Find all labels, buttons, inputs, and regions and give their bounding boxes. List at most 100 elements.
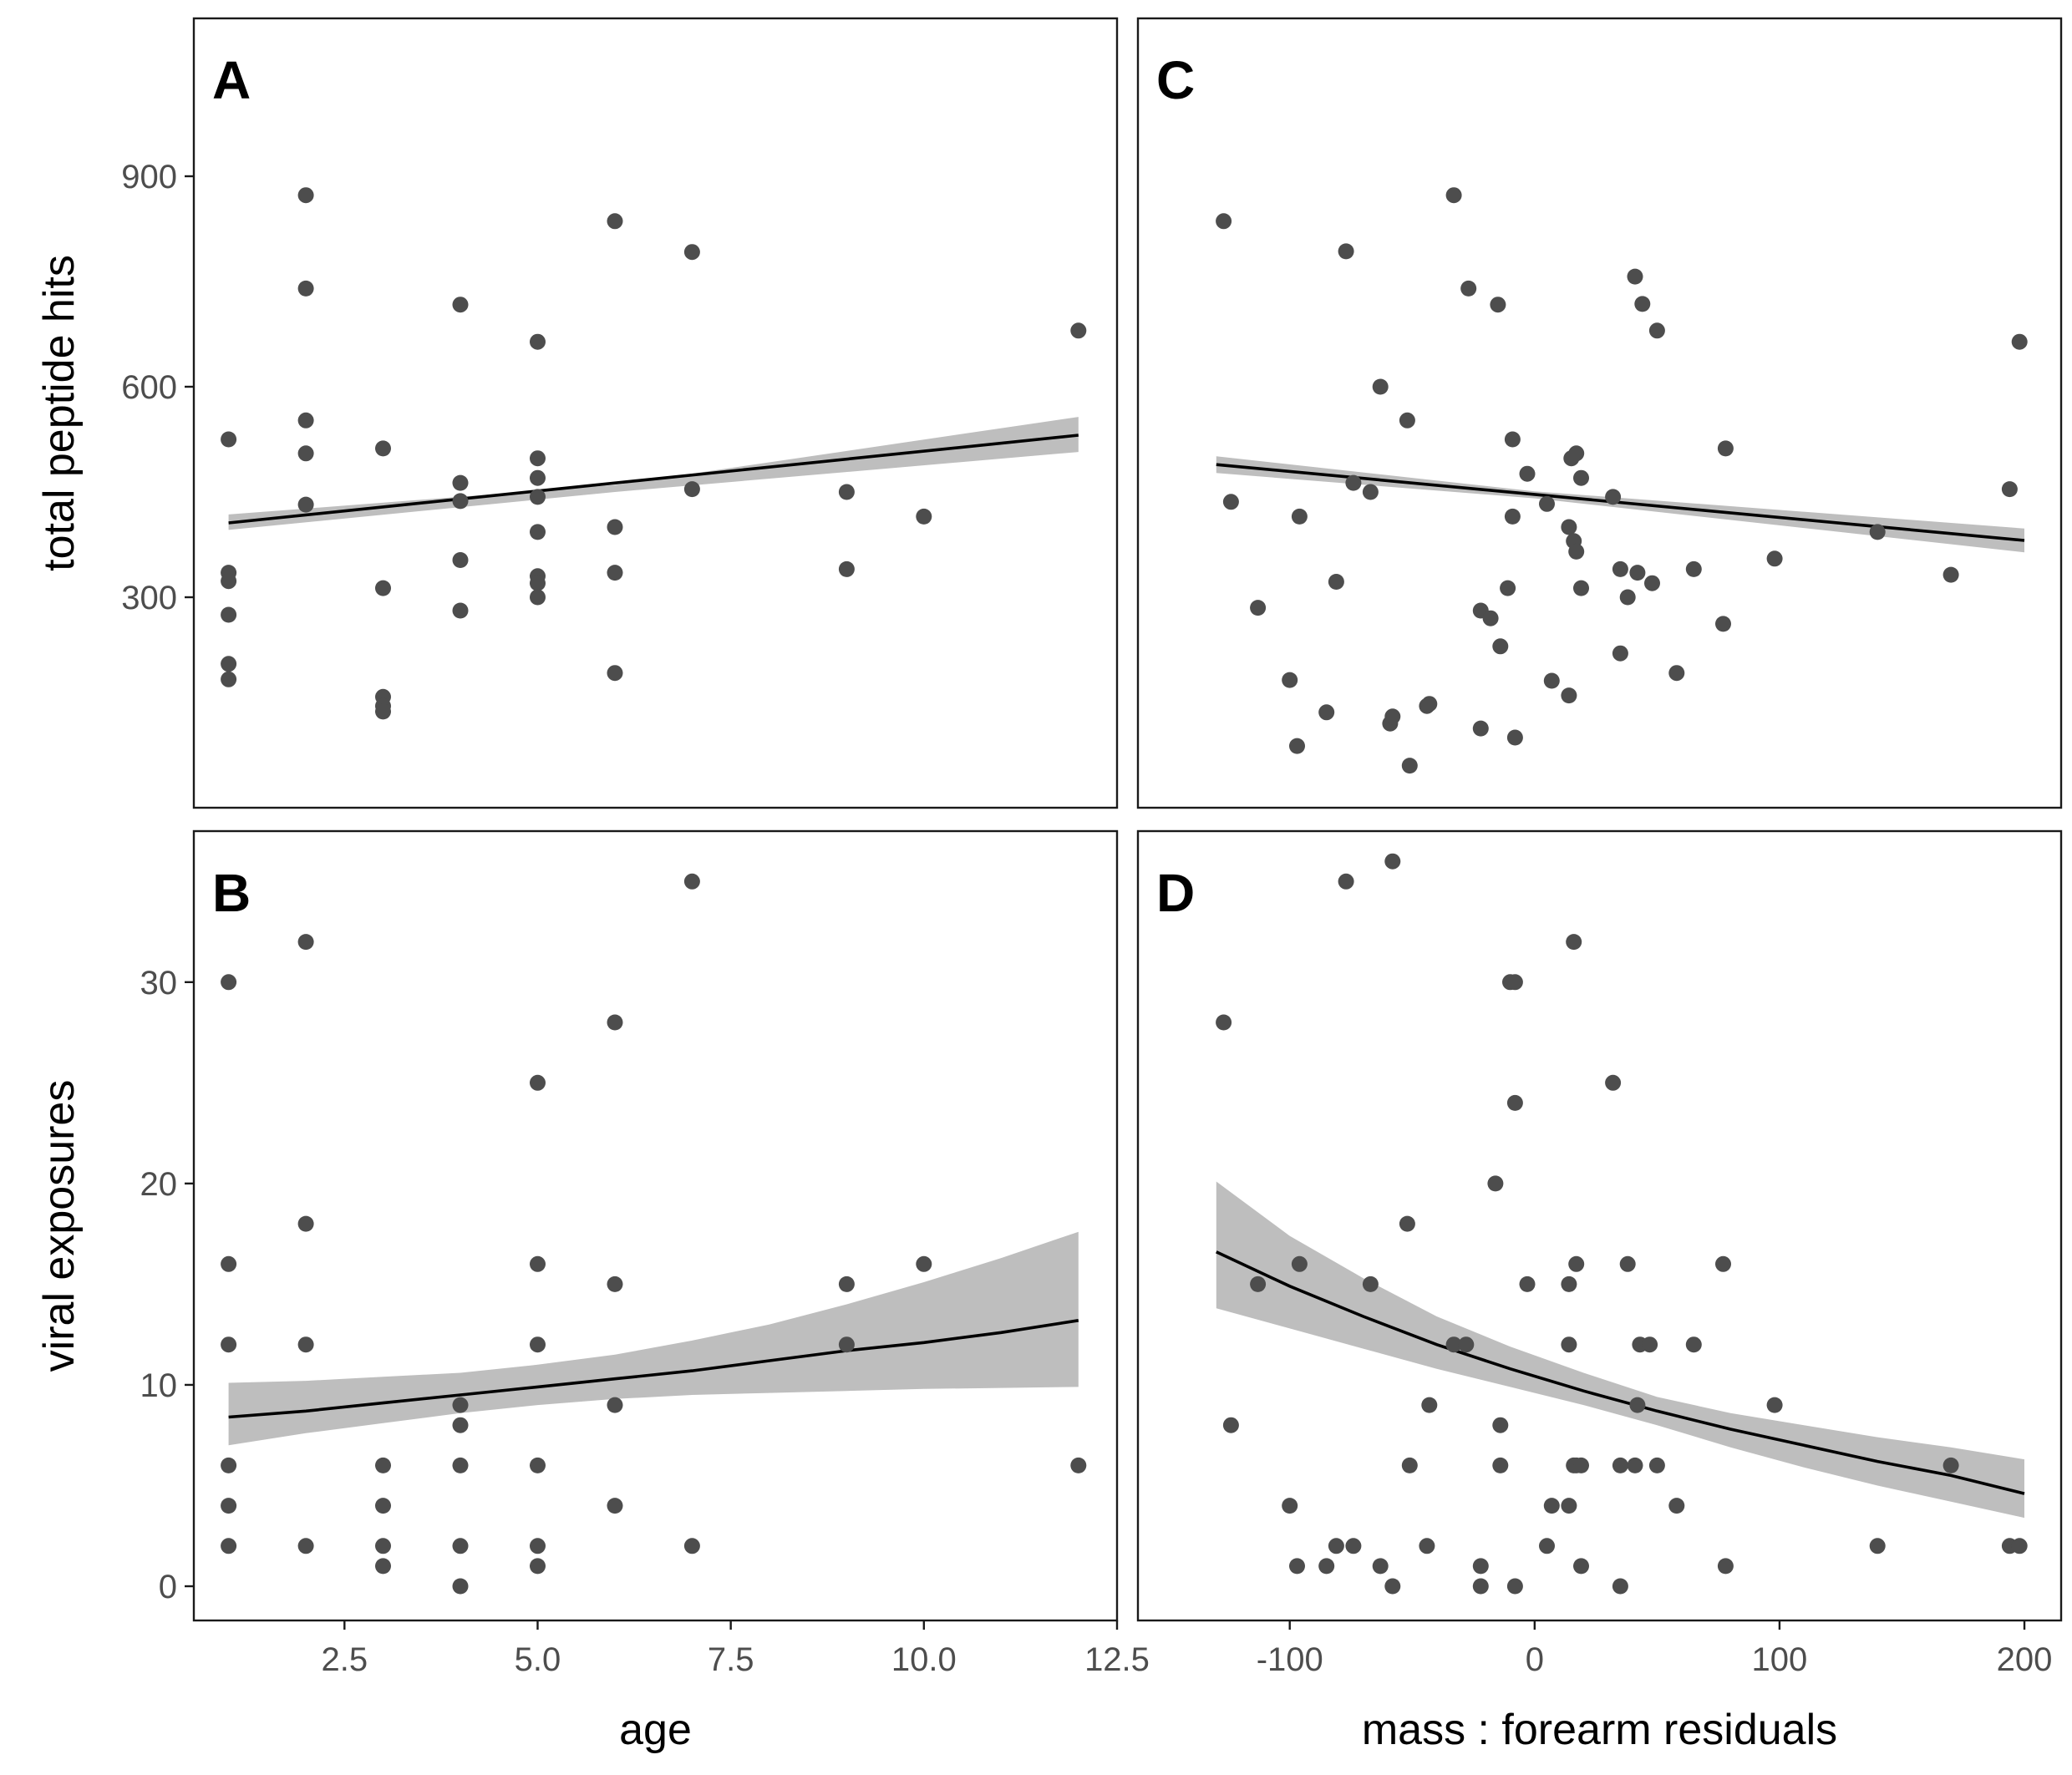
x-tick-label: 200 <box>1997 1641 2053 1678</box>
data-point <box>452 1538 469 1554</box>
data-point <box>1561 1498 1577 1514</box>
data-point <box>1490 297 1506 313</box>
data-point <box>1487 1175 1504 1192</box>
data-point <box>1612 1578 1628 1595</box>
data-point <box>1445 1336 1462 1353</box>
x-tick-label: 7.5 <box>708 1641 754 1678</box>
data-point <box>1500 580 1516 596</box>
data-point <box>1573 469 1589 486</box>
data-point <box>1250 1275 1267 1292</box>
data-point <box>1216 213 1232 230</box>
data-point <box>1561 1275 1577 1292</box>
data-point <box>838 484 855 500</box>
data-point <box>375 580 391 596</box>
data-point <box>1627 1457 1643 1473</box>
data-point <box>297 412 314 429</box>
data-point <box>1289 1558 1305 1575</box>
data-point <box>1345 474 1362 491</box>
data-point <box>1566 934 1582 951</box>
x-tick-label: -100 <box>1257 1641 1323 1678</box>
panel-c: C <box>1136 17 2063 809</box>
data-point <box>1458 1336 1475 1353</box>
data-point <box>530 1255 546 1272</box>
panel-tag: A <box>212 50 251 110</box>
data-point <box>1318 704 1335 721</box>
data-point <box>1401 1457 1418 1473</box>
data-point <box>1384 1578 1401 1595</box>
data-point <box>452 297 469 313</box>
data-point <box>1573 1457 1589 1473</box>
panel-b: B 0 10 20 30 2.5 5.0 7.5 10.0 12.5 viral exposures… <box>35 829 1150 1754</box>
data-point <box>2011 1538 2028 1554</box>
data-point <box>1573 580 1589 596</box>
data-point <box>297 280 314 297</box>
y-tick-label: 20 <box>140 1166 178 1203</box>
data-point <box>452 493 469 510</box>
data-point <box>1627 268 1643 285</box>
data-point <box>1561 1336 1577 1353</box>
data-point <box>297 934 314 951</box>
data-point <box>1685 560 1702 577</box>
data-point <box>1668 1498 1685 1514</box>
data-point <box>1539 1538 1555 1554</box>
data-point <box>1869 524 1886 540</box>
data-point <box>375 440 391 457</box>
data-point <box>1070 1457 1087 1473</box>
data-point <box>607 519 623 535</box>
data-point <box>607 1498 623 1514</box>
panel-frame <box>192 829 1119 1622</box>
data-point <box>1568 445 1585 462</box>
data-point <box>607 1014 623 1031</box>
fit-line <box>228 1319 1079 1419</box>
data-point <box>1399 412 1415 429</box>
data-point <box>1612 1457 1628 1473</box>
data-point <box>375 1457 391 1473</box>
data-point <box>1250 600 1267 616</box>
x-tick-label: 0 <box>1526 1641 1544 1678</box>
data-point <box>1612 645 1628 662</box>
data-point <box>221 606 237 623</box>
data-point <box>1384 708 1401 725</box>
panel-a: A 300 600 900 total peptide hits <box>35 17 1119 809</box>
data-point <box>530 1074 546 1091</box>
confidence-band <box>1216 1181 2024 1519</box>
data-point <box>1543 672 1560 689</box>
data-point <box>1419 1538 1435 1554</box>
data-point <box>1362 484 1379 500</box>
data-point <box>1634 296 1651 312</box>
x-axis-title: age <box>619 1706 692 1754</box>
data-point <box>1289 738 1305 754</box>
data-point <box>1605 489 1622 505</box>
data-point <box>530 450 546 467</box>
data-point <box>607 1275 623 1292</box>
data-point <box>1506 729 1523 746</box>
data-point <box>1629 1397 1646 1413</box>
data-point <box>221 573 237 590</box>
data-point <box>1445 187 1462 204</box>
data-point <box>452 602 469 619</box>
data-point <box>297 1215 314 1232</box>
data-point <box>1460 280 1477 297</box>
data-point <box>1291 1255 1308 1272</box>
data-point <box>1328 574 1344 590</box>
data-point <box>1612 560 1628 577</box>
data-point <box>375 1558 391 1575</box>
data-point <box>1504 431 1521 448</box>
data-point <box>297 445 314 462</box>
data-point <box>452 552 469 568</box>
data-point <box>1717 1558 1734 1575</box>
data-point <box>1629 565 1646 581</box>
data-point <box>916 508 932 525</box>
data-point <box>838 1336 855 1353</box>
y-tick-label: 900 <box>121 159 177 195</box>
data-point <box>607 665 623 682</box>
data-point <box>297 496 314 513</box>
data-point <box>1222 1417 1239 1433</box>
data-point <box>1338 243 1354 260</box>
data-point <box>1482 610 1499 626</box>
data-point <box>375 703 391 720</box>
data-point <box>1539 495 1555 512</box>
data-point <box>297 1538 314 1554</box>
data-point <box>1717 440 1734 457</box>
data-point <box>1561 687 1577 704</box>
